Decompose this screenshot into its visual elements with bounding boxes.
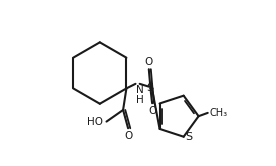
Text: O: O bbox=[145, 57, 153, 67]
Text: S: S bbox=[185, 132, 192, 142]
Text: O: O bbox=[148, 106, 156, 116]
Text: S: S bbox=[146, 83, 153, 93]
Text: O: O bbox=[124, 131, 132, 141]
Text: CH₃: CH₃ bbox=[209, 108, 227, 118]
Text: HO: HO bbox=[87, 117, 103, 127]
Text: N
H: N H bbox=[136, 85, 144, 105]
